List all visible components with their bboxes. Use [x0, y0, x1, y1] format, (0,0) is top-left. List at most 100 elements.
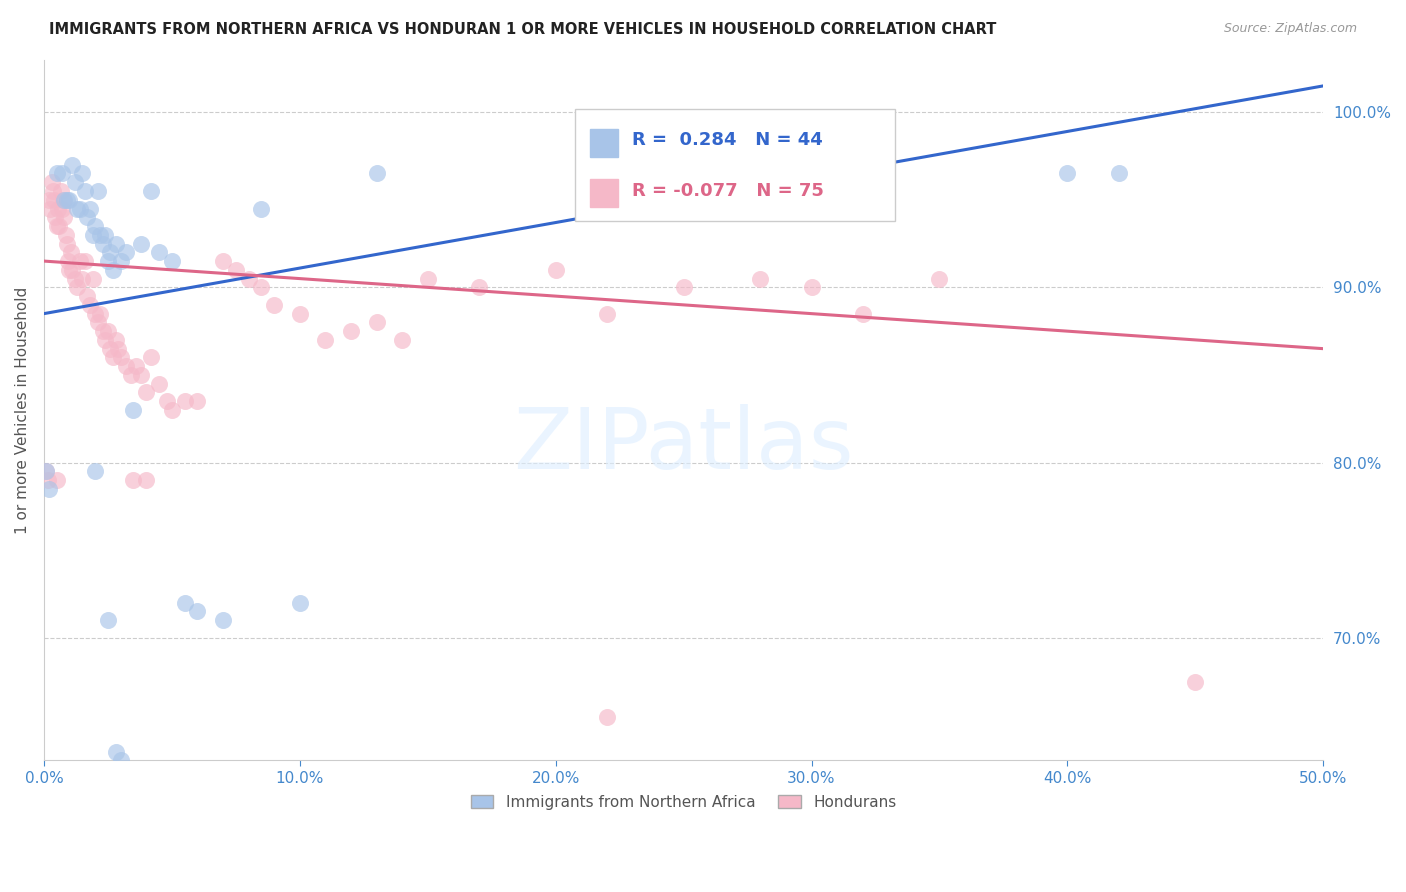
- Point: [110, 254, 132, 268]
- Point: [135, 473, 157, 487]
- Point: [250, 202, 273, 216]
- FancyBboxPatch shape: [575, 109, 894, 221]
- Point: [141, 184, 163, 198]
- Point: [1184, 674, 1206, 689]
- Legend: Immigrants from Northern Africa, Hondurans: Immigrants from Northern Africa, Hondura…: [464, 789, 903, 816]
- Point: [852, 307, 875, 321]
- Point: [101, 351, 124, 365]
- Point: [288, 596, 311, 610]
- Point: [59, 245, 82, 260]
- Point: [100, 245, 122, 260]
- Text: Source: ZipAtlas.com: Source: ZipAtlas.com: [1223, 22, 1357, 36]
- Point: [110, 351, 132, 365]
- Point: [129, 368, 152, 382]
- Point: [45, 473, 67, 487]
- Point: [1056, 166, 1078, 180]
- Point: [35, 464, 58, 478]
- Point: [53, 193, 76, 207]
- Point: [186, 394, 208, 409]
- Point: [72, 166, 94, 180]
- Point: [56, 193, 79, 207]
- Point: [156, 394, 179, 409]
- Point: [110, 753, 132, 767]
- Point: [56, 236, 79, 251]
- Point: [79, 202, 101, 216]
- Point: [76, 211, 98, 225]
- Point: [84, 219, 107, 233]
- Point: [129, 236, 152, 251]
- Point: [104, 333, 127, 347]
- Point: [97, 324, 120, 338]
- Point: [82, 271, 104, 285]
- Point: [135, 385, 157, 400]
- Point: [122, 473, 145, 487]
- Point: [86, 184, 108, 198]
- Point: [91, 324, 114, 338]
- Point: [749, 271, 772, 285]
- Point: [468, 280, 491, 294]
- Point: [114, 245, 136, 260]
- Point: [73, 184, 96, 198]
- Text: IMMIGRANTS FROM NORTHERN AFRICA VS HONDURAN 1 OR MORE VEHICLES IN HOUSEHOLD CORR: IMMIGRANTS FROM NORTHERN AFRICA VS HONDU…: [49, 22, 997, 37]
- Y-axis label: 1 or more Vehicles in Household: 1 or more Vehicles in Household: [15, 286, 30, 533]
- Point: [160, 403, 183, 417]
- Point: [97, 613, 120, 627]
- Point: [66, 202, 89, 216]
- Point: [114, 359, 136, 374]
- Point: [53, 211, 76, 225]
- Point: [391, 333, 413, 347]
- Point: [1108, 166, 1130, 180]
- Point: [37, 473, 59, 487]
- Point: [173, 596, 195, 610]
- Point: [314, 333, 336, 347]
- Point: [44, 211, 66, 225]
- Point: [38, 482, 60, 496]
- Bar: [591, 128, 619, 157]
- Point: [91, 236, 114, 251]
- Point: [416, 271, 439, 285]
- Point: [94, 227, 117, 242]
- Point: [60, 158, 83, 172]
- Point: [45, 219, 67, 233]
- Point: [238, 271, 260, 285]
- Point: [38, 193, 60, 207]
- Point: [366, 315, 388, 329]
- Point: [69, 254, 91, 268]
- Point: [672, 280, 695, 294]
- Point: [89, 307, 111, 321]
- Point: [82, 227, 104, 242]
- Point: [212, 613, 235, 627]
- Point: [58, 193, 80, 207]
- Point: [39, 202, 62, 216]
- Point: [101, 263, 124, 277]
- Point: [42, 193, 65, 207]
- Point: [122, 403, 145, 417]
- Point: [107, 342, 129, 356]
- Text: R = -0.077   N = 75: R = -0.077 N = 75: [633, 181, 824, 200]
- Point: [225, 263, 247, 277]
- Point: [48, 219, 70, 233]
- Point: [120, 368, 142, 382]
- Point: [800, 280, 823, 294]
- Point: [41, 175, 63, 189]
- Point: [148, 245, 170, 260]
- Point: [63, 271, 86, 285]
- Point: [84, 464, 107, 478]
- Point: [58, 254, 80, 268]
- Point: [51, 202, 73, 216]
- Point: [928, 271, 950, 285]
- Point: [250, 280, 273, 294]
- Point: [212, 254, 235, 268]
- Point: [42, 184, 65, 198]
- Bar: [591, 179, 619, 207]
- Point: [596, 709, 619, 723]
- Point: [35, 464, 58, 478]
- Point: [84, 307, 107, 321]
- Point: [58, 263, 80, 277]
- Point: [49, 184, 72, 198]
- Point: [76, 289, 98, 303]
- Point: [596, 307, 619, 321]
- Text: ZIPatlas: ZIPatlas: [513, 403, 853, 486]
- Point: [160, 254, 183, 268]
- Point: [45, 166, 67, 180]
